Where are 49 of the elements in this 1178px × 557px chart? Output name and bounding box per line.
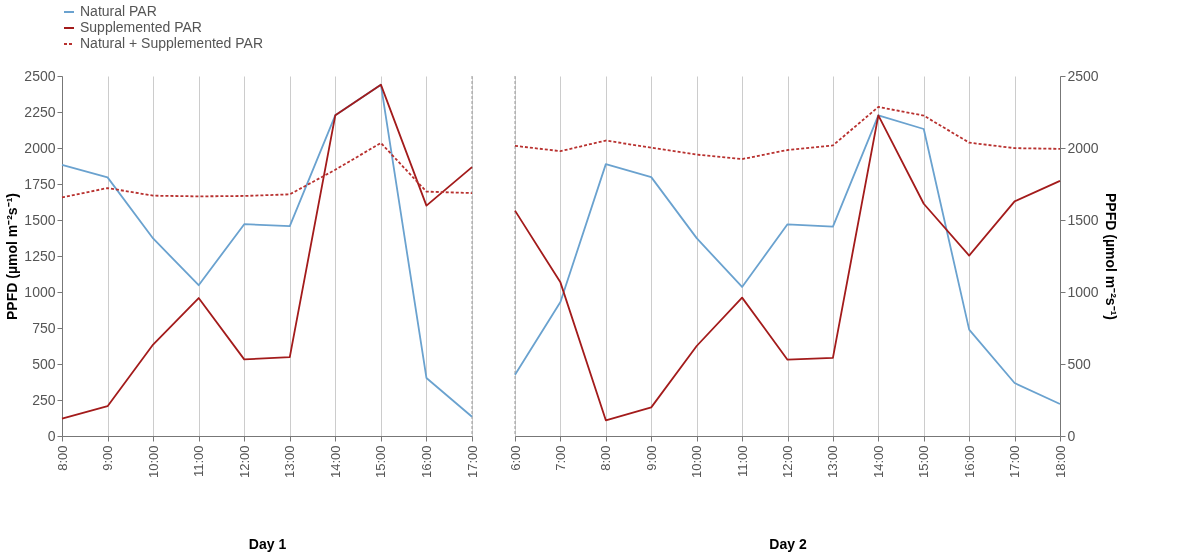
x-tick-label: 9:00 — [643, 445, 659, 471]
x-tick-label: 13:00 — [282, 445, 298, 479]
x-tick-label: 10:00 — [145, 445, 161, 479]
line-series — [514, 106, 1061, 160]
y-tick-label: 1000 — [24, 283, 56, 300]
x-axis-title: Day 2 — [769, 536, 807, 553]
x-axis-title: Day 1 — [248, 536, 287, 553]
y-tick-label: 2000 — [24, 139, 56, 156]
y2-tick-label: 2000 — [1067, 139, 1099, 156]
x-tick-label: 12:00 — [780, 445, 795, 479]
x-tick-label: 6:00 — [507, 445, 523, 471]
x-tick-label: 16:00 — [418, 445, 434, 479]
y2-tick-label: 2500 — [1067, 67, 1099, 84]
y-tick-label: 1250 — [24, 247, 56, 264]
x-tick-label: 8:00 — [598, 445, 614, 471]
x-tick-label: 11:00 — [191, 445, 207, 478]
y-tick-label: 2500 — [24, 67, 56, 84]
x-tick-label: 14:00 — [870, 445, 886, 479]
x-tick-label: 17:00 — [464, 445, 480, 479]
y2-tick-label: 1500 — [1067, 211, 1099, 228]
x-tick-label: 7:00 — [552, 445, 568, 471]
legend-label: Supplemented PAR — [80, 19, 202, 35]
y2-tick-label: 0 — [1067, 427, 1076, 444]
y-tick-label: 250 — [32, 391, 56, 408]
line-series — [61, 142, 473, 199]
y2-axis-title: PPFD (µmol m⁻²s⁻¹) — [1102, 193, 1119, 320]
y-tick-label: 1500 — [24, 211, 56, 228]
y-tick-label: 750 — [32, 319, 56, 336]
y-tick-label: 500 — [32, 355, 56, 372]
x-tick-label: 10:00 — [689, 445, 705, 479]
y-tick-label: 0 — [47, 427, 56, 444]
y2-tick-label: 500 — [1067, 355, 1092, 372]
x-tick-label: 14:00 — [327, 445, 343, 479]
legend-label: Natural PAR — [80, 3, 157, 19]
x-tick-label: 18:00 — [1052, 445, 1068, 479]
x-tick-label: 12:00 — [236, 445, 252, 479]
y-tick-label: 2250 — [24, 103, 56, 120]
x-tick-label: 17:00 — [1007, 445, 1023, 479]
x-tick-label: 9:00 — [100, 445, 116, 471]
x-tick-label: 15:00 — [916, 445, 932, 479]
x-tick-label: 8:00 — [54, 445, 70, 471]
y-axis-title: PPFD (µmol m⁻²s⁻¹) — [4, 193, 21, 320]
y-tick-label: 1750 — [24, 175, 56, 192]
x-tick-label: 15:00 — [373, 445, 389, 479]
legend-label: Natural + Supplemented PAR — [80, 35, 264, 51]
x-tick-label: 16:00 — [961, 445, 977, 479]
x-tick-label: 13:00 — [825, 445, 841, 479]
x-tick-label: 11:00 — [734, 445, 750, 478]
y2-tick-label: 1000 — [1067, 283, 1099, 300]
